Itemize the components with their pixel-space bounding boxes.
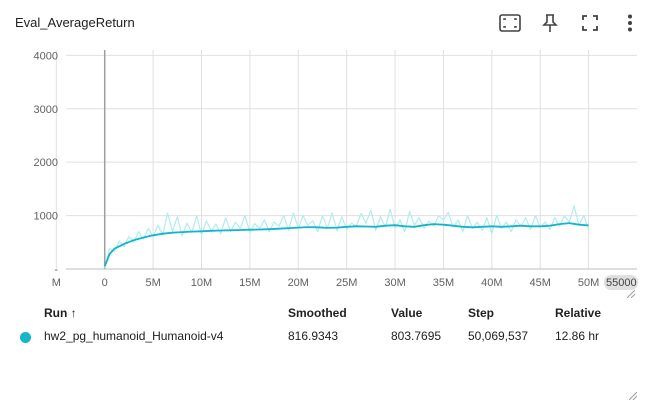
relative-time: 12.86 hr: [555, 329, 600, 343]
x-tick-label: 40M: [481, 277, 502, 289]
line-chart[interactable]: 4000 3000 2000 1000 - M 0 5M 10M 15M 20M 25M 30M 35M 4…: [0, 44, 653, 296]
chart-canvas[interactable]: 4000 3000 2000 1000 -M 0 5M 10M 15M 20M 25M 30M 35M 4…: [0, 44, 653, 296]
fit-domain-icon: [499, 14, 521, 32]
header-value[interactable]: Value: [391, 306, 423, 320]
chart-resize-handle[interactable]: [627, 290, 635, 298]
y-tick-label: 1000: [34, 211, 58, 223]
step-value: 50,069,537: [468, 329, 529, 343]
raw-value: 803.7695: [391, 329, 442, 343]
y-tick-label: 4000: [34, 50, 58, 62]
x-edge-label-bg: [604, 275, 638, 290]
run-color-swatch: [20, 332, 31, 343]
table-resize-handle[interactable]: [629, 392, 637, 400]
run-name: hw2_pg_humanoid_Humanoid-v4: [44, 329, 224, 343]
x-tick-label: 30M: [384, 277, 405, 289]
x-tick-label: 35M: [433, 277, 454, 289]
raw-series-line: [104, 205, 590, 269]
header-step[interactable]: Step: [468, 306, 495, 320]
fullscreen-icon: [582, 15, 598, 31]
card-title: Eval_AverageReturn: [15, 15, 135, 30]
more-options-button[interactable]: [617, 10, 643, 36]
x-tick-label: M: [52, 277, 61, 289]
header-relative[interactable]: Relative: [555, 306, 602, 320]
header-smoothed[interactable]: Smoothed: [288, 306, 347, 320]
x-tick-label: 10M: [191, 277, 212, 289]
x-tick-label: 20M: [288, 277, 309, 289]
fullscreen-button[interactable]: [577, 10, 603, 36]
fit-domain-button[interactable]: [497, 10, 523, 36]
x-tick-label: 15M: [239, 277, 260, 289]
pin-icon: [542, 14, 558, 32]
x-tick-label: 25M: [336, 277, 357, 289]
x-tick-label: 0: [102, 277, 108, 289]
table-row: hw2_pg_humanoid_Humanoid-v4 816.9343 803…: [0, 329, 653, 347]
table-header-row: Run ↑ Smoothed Value Step Relative: [0, 306, 653, 324]
smoothed-value: 816.9343: [288, 329, 339, 343]
header-run[interactable]: Run ↑: [44, 306, 77, 320]
x-edge-label: 55000: [606, 277, 637, 289]
card-header: Eval_AverageReturn: [0, 0, 653, 46]
more-vert-icon: [628, 14, 632, 32]
x-tick-label: 45M: [530, 277, 551, 289]
y-tick-label: -: [54, 264, 58, 276]
y-tick-label: 3000: [34, 104, 58, 116]
pin-button[interactable]: [537, 10, 563, 36]
x-tick-label: 50M: [578, 277, 599, 289]
y-tick-label: 2000: [34, 157, 58, 169]
smoothed-series-line: [103, 222, 589, 267]
x-tick-label: 5M: [145, 277, 160, 289]
